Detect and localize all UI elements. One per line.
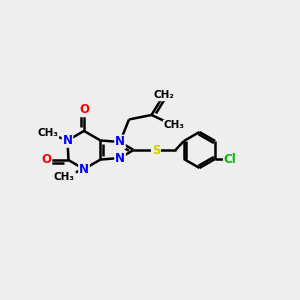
Text: N: N [62, 134, 73, 147]
Text: N: N [115, 152, 125, 164]
Text: CH₃: CH₃ [164, 121, 184, 130]
Text: O: O [41, 153, 52, 166]
Text: CH₃: CH₃ [54, 172, 75, 182]
Text: N: N [115, 136, 125, 148]
Text: CH₂: CH₂ [153, 91, 174, 100]
Text: N: N [79, 163, 89, 176]
Text: CH₃: CH₃ [38, 128, 58, 138]
Text: O: O [79, 103, 89, 116]
Text: S: S [152, 143, 160, 157]
Text: Cl: Cl [224, 152, 236, 166]
